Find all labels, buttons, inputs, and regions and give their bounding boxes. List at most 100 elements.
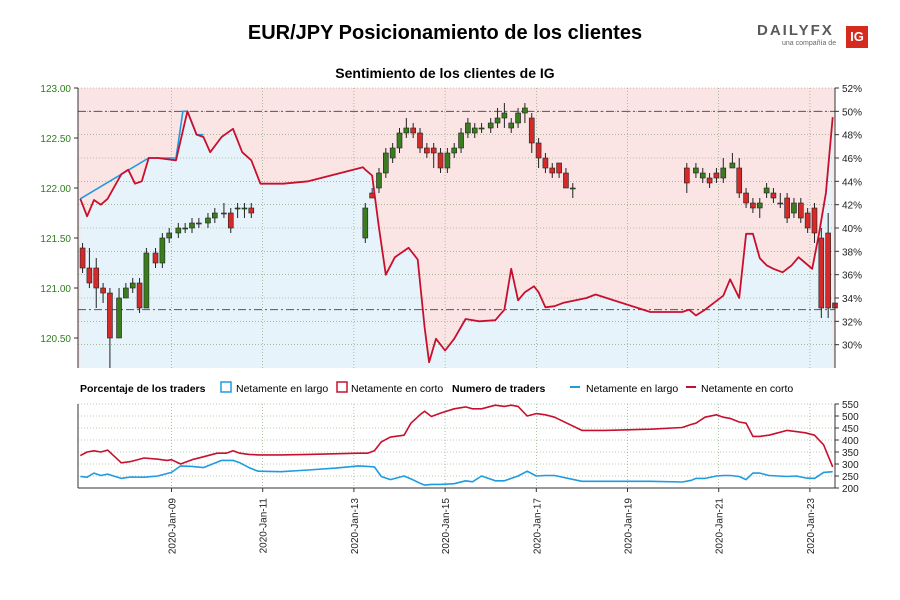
candle-body [569, 187, 576, 190]
candle-body [706, 177, 713, 184]
x-tick-label: 2020-Jan-21 [715, 498, 726, 555]
price-tick-label: 122.50 [40, 134, 71, 145]
candle-body [451, 147, 458, 154]
pct-tick-label: 48% [842, 131, 862, 142]
legend-pct-long-swatch [220, 381, 232, 393]
candle-body [699, 172, 706, 179]
candle-body [396, 132, 403, 149]
pct-tick-label: 30% [842, 341, 862, 352]
candle-body [136, 282, 143, 309]
x-tick-label: 2020-Jan-23 [806, 498, 817, 555]
candle-body [234, 207, 241, 210]
pct-tick-label: 36% [842, 271, 862, 282]
candle-body [437, 152, 444, 169]
pct-tick-label: 50% [842, 107, 862, 118]
candle-body [189, 222, 195, 229]
legend-count-short-label: Netamente en corto [701, 383, 793, 395]
candle-body [116, 297, 122, 339]
candle-body [563, 172, 569, 189]
legend-pct-short-swatch [336, 381, 348, 393]
ig-badge: IG [846, 26, 868, 48]
legend-pct-title: Porcentaje de los traders [80, 383, 206, 395]
candle-body [556, 162, 562, 174]
candle-body [376, 172, 382, 189]
candle-body [86, 267, 93, 284]
candle-body [542, 157, 549, 169]
candle-body [444, 152, 451, 169]
candle-body [182, 227, 188, 230]
candle-body [107, 292, 113, 339]
candle-body [430, 147, 437, 154]
candle-body [79, 247, 86, 269]
candle-body [508, 122, 515, 129]
candle-body [750, 202, 756, 209]
candle-body [152, 252, 159, 264]
candle-body [227, 212, 234, 229]
short-pct-line [79, 110, 834, 364]
count-tick-label: 300 [842, 460, 859, 471]
candle-body [100, 287, 106, 294]
candle-body [693, 167, 699, 174]
chart-subtitle: Sentimiento de los clientes de IG [335, 65, 555, 81]
candle-body [501, 112, 508, 119]
legend-count-long-label: Netamente en largo [586, 383, 678, 395]
count-tick-label: 500 [842, 412, 859, 423]
count-tick-label: 250 [842, 472, 859, 483]
candle-body [362, 207, 369, 239]
candle-body [683, 167, 690, 184]
pct-tick-label: 52% [842, 84, 862, 95]
pct-tick-label: 34% [842, 294, 862, 305]
candle-body [535, 142, 542, 159]
candle-body [465, 122, 471, 134]
candle-body [417, 132, 423, 149]
count-tick-label: 400 [842, 436, 859, 447]
x-tick-label: 2020-Jan-17 [532, 498, 543, 555]
pct-tick-label: 40% [842, 224, 862, 235]
pct-tick-label: 32% [842, 317, 862, 328]
pct-tick-label: 38% [842, 247, 862, 258]
candle-body [494, 117, 501, 124]
candle-body [471, 127, 478, 134]
legend-count-title: Numero de traders [452, 383, 546, 395]
candle-body [458, 132, 464, 149]
x-tick-label: 2020-Jan-15 [441, 498, 452, 555]
legend-pct-short-label: Netamente en corto [351, 383, 443, 395]
price-tick-label: 123.00 [40, 84, 71, 95]
candle-body [166, 232, 173, 239]
candle-body [175, 227, 182, 234]
candle-body [720, 167, 727, 179]
count-tick-label: 200 [842, 484, 859, 495]
candle-body [410, 127, 416, 134]
chart-title: EUR/JPY Posicionamiento de los clientes [247, 22, 643, 44]
candle-body [528, 117, 535, 144]
x-tick-label: 2020-Jan-09 [167, 498, 178, 555]
logo-brand-a: DAILY [757, 22, 811, 39]
candle-body [221, 212, 227, 215]
candle-body [804, 212, 811, 229]
candle-body [383, 152, 389, 174]
candle-body [770, 192, 777, 199]
candle-body [403, 127, 410, 134]
count-long-line [80, 459, 833, 486]
candle-body [248, 207, 255, 214]
x-tick-label: 2020-Jan-11 [259, 498, 270, 554]
price-tick-label: 120.50 [40, 334, 71, 345]
legend-pct-long-label: Netamente en largo [236, 383, 328, 395]
dailyfx-logo: DAILYFX una compañía de IG [757, 22, 869, 50]
candle-body [791, 202, 797, 214]
candle-body [212, 212, 218, 219]
candle-body [522, 107, 528, 114]
candle-body [123, 287, 129, 299]
candle-body [549, 167, 556, 174]
pct-tick-label: 42% [842, 201, 862, 212]
count-tick-label: 550 [842, 400, 859, 411]
pct-tick-label: 44% [842, 177, 862, 188]
candle-body [736, 167, 743, 194]
candle-body [743, 192, 749, 204]
count-tick-label: 450 [842, 424, 859, 435]
price-tick-label: 121.50 [40, 234, 71, 245]
candle-body [389, 147, 396, 159]
pct-tick-label: 46% [842, 154, 862, 165]
candle-body [818, 237, 825, 309]
